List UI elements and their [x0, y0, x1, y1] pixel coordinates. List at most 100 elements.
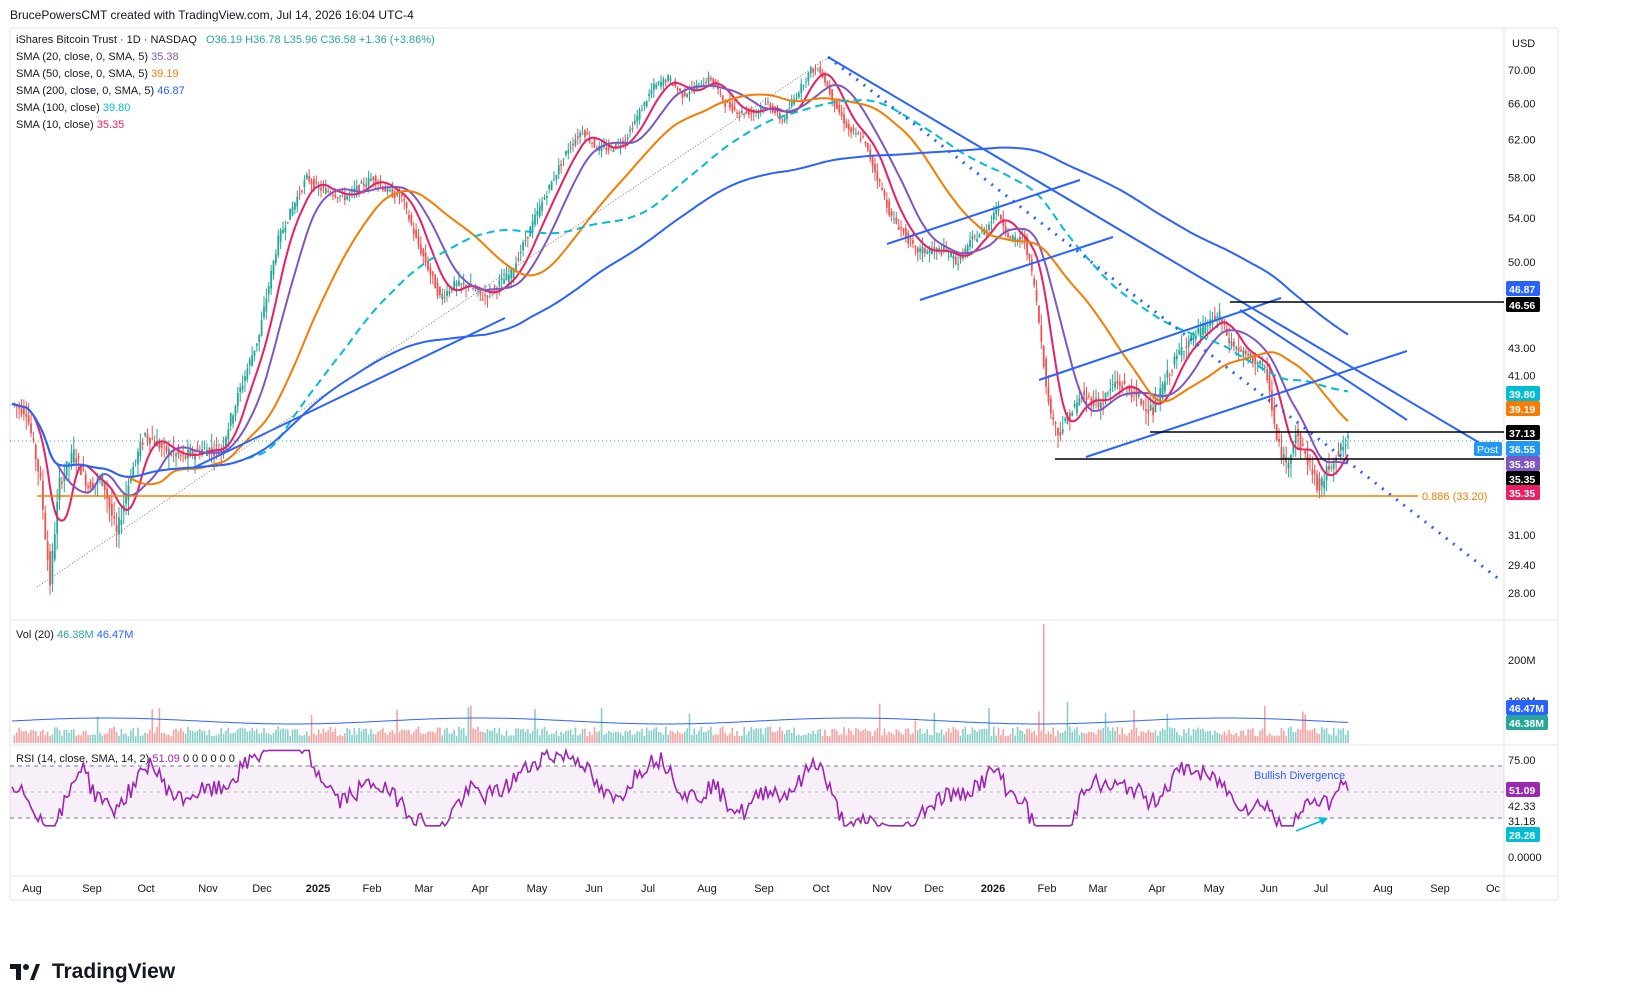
volume-bar [1138, 736, 1140, 743]
volume-bar [1311, 729, 1314, 743]
trendline-drawings[interactable] [192, 55, 1501, 582]
moving-average-sma-10[interactable] [11, 73, 1349, 522]
legend-sma20-row[interactable]: SMA (20, close, 0, SMA, 5) 35.38 [16, 51, 179, 63]
volume-bar [489, 730, 491, 743]
legend-sma50-row[interactable]: SMA (50, close, 0, SMA, 5) 39.19 [16, 68, 179, 80]
moving-average-sma-100[interactable] [11, 99, 1349, 478]
legend-sma200-row[interactable]: SMA (200, close, 0, SMA, 5) 46.87 [16, 85, 185, 97]
volume-bar [113, 726, 116, 743]
legend-sma100-row[interactable]: SMA (100, close) 39.80 [16, 102, 130, 114]
volume-bar [591, 734, 593, 743]
volume-bar [1142, 731, 1145, 743]
volume-bar [106, 733, 108, 743]
volume-bar [555, 730, 558, 743]
volume-bar [382, 728, 384, 743]
candle-body [134, 460, 137, 462]
volume-bar [436, 727, 439, 743]
candle-body [650, 90, 653, 94]
legend-volume-row[interactable]: Vol (20) 46.38M 46.47M [16, 629, 133, 641]
volume-bar [1280, 727, 1283, 743]
volume-bar [403, 730, 406, 743]
volume-bar [396, 709, 398, 743]
candle-body [800, 83, 803, 94]
volume-bar [1299, 729, 1302, 743]
candle-body [1344, 444, 1347, 447]
candle-body [664, 80, 667, 83]
volume-bar [49, 736, 51, 743]
channel-1-upper[interactable] [886, 179, 1081, 245]
moving-average-sma-200[interactable] [11, 146, 1349, 478]
candle-body [1045, 358, 1047, 387]
candle-body [1016, 239, 1019, 241]
candle-body [543, 197, 546, 200]
volume-bar [762, 734, 765, 743]
volume-bar [588, 731, 591, 743]
volume-bar [962, 728, 964, 743]
volume-bar [619, 733, 622, 743]
candle-body [1009, 236, 1012, 238]
candle-body [103, 483, 106, 491]
volume-bar [160, 732, 163, 743]
candle-body [165, 445, 168, 452]
volume-bar [847, 728, 850, 743]
time-axis-label: Oc [1486, 883, 1501, 895]
candle-body [396, 192, 399, 196]
candle-body [53, 534, 56, 560]
tradingview-logo[interactable]: TradingView [10, 960, 175, 984]
volume-bar [305, 731, 308, 743]
candle-body [574, 140, 577, 146]
trendline-long-term-support[interactable] [192, 317, 506, 469]
bullish-divergence-label: Bullish Divergence [1254, 770, 1345, 782]
volume-bar [1054, 736, 1057, 743]
legend-symbol-row[interactable]: iShares Bitcoin Trust · 1D · NASDAQ O36.… [16, 34, 435, 46]
trendline-upper-lh[interactable] [1239, 309, 1408, 421]
candle-body [277, 235, 280, 256]
volume-bar [622, 735, 624, 743]
moving-average-sma-20[interactable] [11, 84, 1349, 497]
candle-body [251, 355, 253, 366]
candle-body [305, 174, 308, 179]
candle-body [935, 248, 938, 251]
candle-body [964, 248, 967, 253]
volume-axis-tick: 200M [1508, 655, 1536, 667]
moving-average-sma-50[interactable] [11, 93, 1349, 486]
volume-bar [420, 733, 422, 743]
channel-2-lower[interactable] [1085, 350, 1408, 458]
candle-body [857, 132, 860, 135]
legend-rsi-row[interactable]: RSI (14, close, SMA, 14, 2) 51.09 0 0 0 … [16, 753, 235, 765]
candle-body [1206, 325, 1209, 327]
candle-body [137, 451, 139, 465]
volume-bar [1302, 711, 1304, 743]
candle-body [158, 443, 161, 449]
trendline-resistance-main[interactable] [827, 56, 1501, 456]
volume-bar [498, 727, 501, 743]
candle-body [1118, 381, 1121, 387]
volume-bar [206, 735, 208, 743]
channel-2-upper[interactable] [1038, 297, 1282, 381]
candle-body [1149, 404, 1152, 411]
candle-body [431, 271, 434, 276]
candle-body [391, 189, 394, 198]
candle-body [1225, 328, 1228, 336]
candle-body [49, 551, 51, 586]
volume-bar [935, 732, 938, 743]
candle-body [18, 405, 21, 409]
candle-body [1240, 349, 1242, 352]
volume-bar [232, 733, 234, 743]
volume-bar [1164, 729, 1166, 743]
volume-bar [826, 735, 829, 743]
channel-1-lower[interactable] [919, 236, 1114, 301]
candle-body [417, 236, 420, 246]
volume-bar [244, 728, 246, 743]
volume-bar [719, 727, 722, 743]
volume-bar [139, 735, 142, 743]
candle-body [191, 449, 194, 456]
trendline-resistance-dotted[interactable] [827, 55, 1501, 582]
candle-body [855, 132, 857, 134]
candle-body [194, 454, 196, 460]
legend-sma10-row[interactable]: SMA (10, close) 35.35 [16, 119, 124, 131]
volume-bar [1275, 735, 1278, 743]
rsi-line[interactable] [11, 747, 1349, 829]
candle-body [959, 254, 962, 260]
